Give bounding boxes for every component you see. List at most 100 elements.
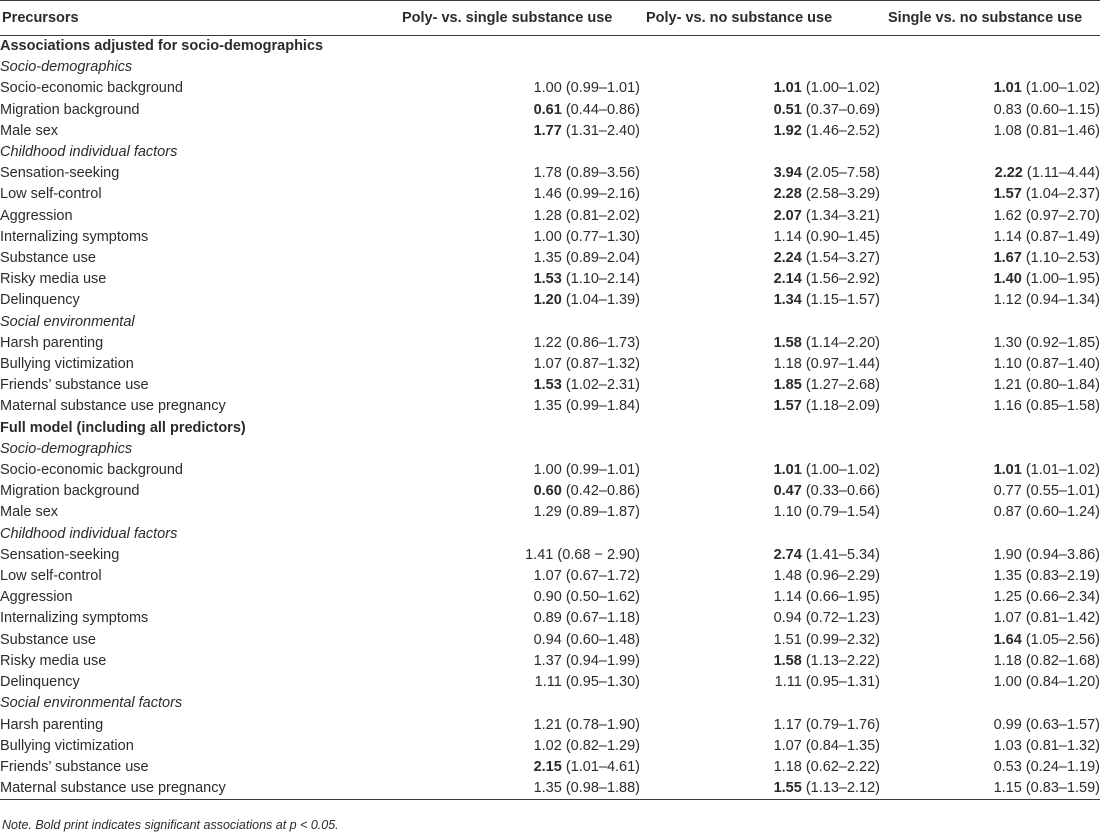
table-row: Low self-control 1.07 (0.67–1.72) 1.48 (0.… (0, 566, 1100, 587)
confidence-interval: (0.79–1.54) (805, 504, 880, 521)
odds-ratio-cell: 1.00 (0.99–1.01) (400, 460, 640, 481)
odds-ratio-estimate: 1.14 (773, 589, 802, 606)
table-row: Socio-economic background 1.00 (0.99–1.01… (0, 460, 1100, 481)
confidence-interval: (0.66–1.95) (805, 589, 880, 606)
odds-ratio-cell: 2.74 (1.41–5.34) (640, 545, 880, 566)
row-label: Risky media use (0, 271, 107, 288)
table-row: Aggression 0.90 (0.50–1.62) 1.14 (0.66–1.9… (0, 587, 1100, 608)
row-label: Delinquency (0, 674, 80, 691)
odds-ratio-estimate: 1.85 (773, 377, 802, 394)
confidence-interval: (0.86–1.73) (565, 334, 640, 351)
odds-ratio-estimate: 1.01 (993, 80, 1022, 97)
odds-ratio-cell: 0.47 (0.33–0.66) (640, 481, 880, 502)
odds-ratio-estimate: 0.77 (993, 483, 1022, 500)
odds-ratio-estimate: 1.07 (993, 610, 1022, 627)
odds-ratio-estimate: 1.21 (993, 377, 1022, 394)
confidence-interval: (1.13–2.12) (805, 780, 880, 797)
confidence-interval: (0.77–1.30) (565, 228, 640, 245)
odds-ratio-estimate: 1.03 (993, 737, 1022, 754)
odds-ratio-cell: 1.29 (0.89–1.87) (400, 502, 640, 523)
odds-ratio-cell: 1.14 (0.87–1.49) (880, 227, 1100, 248)
odds-ratio-cell: 1.58 (1.13–2.22) (640, 651, 880, 672)
odds-ratio-estimate: 1.58 (773, 652, 802, 669)
odds-ratio-estimate: 2.14 (773, 271, 802, 288)
table-row: Friends’ substance use 2.15 (1.01–4.61) 1.… (0, 757, 1100, 778)
confidence-interval: (0.60–1.15) (1025, 101, 1100, 118)
odds-ratio-estimate: 1.53 (533, 271, 562, 288)
subsection-row: Socio-demographics (0, 439, 1100, 460)
odds-ratio-cell: 1.00 (0.99–1.01) (400, 78, 640, 99)
row-label: Substance use (0, 250, 96, 267)
section-heading: Associations adjusted for socio-demograp… (0, 38, 324, 54)
odds-ratio-cell: 1.03 (0.81–1.32) (880, 736, 1100, 757)
confidence-interval: (1.00–1.95) (1025, 271, 1100, 288)
confidence-interval: (0.95–1.31) (805, 674, 880, 691)
confidence-interval: (0.99–2.16) (565, 186, 640, 203)
odds-ratio-cell: 1.14 (0.66–1.95) (640, 587, 880, 608)
row-label: Migration background (0, 483, 140, 500)
odds-ratio-estimate: 1.35 (533, 398, 562, 415)
odds-ratio-estimate: 1.11 (774, 674, 802, 691)
confidence-interval: (0.67–1.72) (565, 568, 640, 585)
odds-ratio-cell: 1.35 (0.99–1.84) (400, 396, 640, 417)
confidence-interval: (1.00–1.02) (1025, 80, 1100, 97)
confidence-interval: (1.11–4.44) (1026, 165, 1100, 182)
odds-ratio-estimate: 1.35 (533, 780, 562, 797)
odds-ratio-cell: 1.67 (1.10–2.53) (880, 248, 1100, 269)
odds-ratio-cell: 1.46 (0.99–2.16) (400, 184, 640, 205)
odds-ratio-cell: 0.61 (0.44–0.86) (400, 100, 640, 121)
odds-ratio-estimate: 1.18 (773, 356, 802, 373)
odds-ratio-cell: 1.20 (1.04–1.39) (400, 290, 640, 311)
header-single-vs-no: Single vs. no substance use (880, 0, 1100, 36)
odds-ratio-cell: 1.17 (0.79–1.76) (640, 715, 880, 736)
odds-ratio-cell: 1.62 (0.97–2.70) (880, 206, 1100, 227)
table-row: Aggression 1.28 (0.81–2.02) 2.07 (1.34–3.2… (0, 206, 1100, 227)
odds-ratio-estimate: 1.25 (993, 589, 1022, 606)
odds-ratio-cell: 1.18 (0.97–1.44) (640, 354, 880, 375)
subsection-row: Childhood individual factors (0, 142, 1100, 163)
table-body: Associations adjusted for socio-demograp… (0, 36, 1100, 801)
odds-ratio-estimate: 1.01 (773, 80, 802, 97)
confidence-interval: (1.41–5.34) (805, 546, 880, 563)
section-heading: Full model (including all predictors) (0, 419, 246, 436)
subsection-row: Childhood individual factors (0, 524, 1100, 545)
row-label: Male sex (0, 504, 59, 521)
confidence-interval: (0.37–0.69) (805, 101, 880, 118)
confidence-interval: (0.87–1.32) (565, 356, 640, 373)
table-row: Migration background 0.61 (0.44–0.86) 0.51… (0, 100, 1100, 121)
table-row: Maternal substance use pregnancy 1.35 (0.… (0, 778, 1100, 801)
confidence-interval: (0.87–1.40) (1025, 356, 1100, 373)
odds-ratio-cell: 1.57 (1.18–2.09) (640, 396, 880, 417)
odds-ratio-estimate: 1.00 (533, 462, 562, 479)
odds-ratio-cell: 1.78 (0.89–3.56) (400, 163, 640, 184)
odds-ratio-cell: 2.22 (1.11–4.44) (880, 163, 1100, 184)
confidence-interval: (0.55–1.01) (1025, 483, 1100, 500)
table-note: Note. Bold print indicates significant a… (2, 818, 339, 832)
odds-ratio-estimate: 1.48 (773, 568, 802, 585)
confidence-interval: (0.96–2.29) (805, 568, 880, 585)
odds-ratio-estimate: 1.62 (993, 207, 1022, 224)
odds-ratio-cell: 1.30 (0.92–1.85) (880, 333, 1100, 354)
confidence-interval: (1.00–1.02) (805, 80, 880, 97)
confidence-interval: (0.94–1.34) (1025, 292, 1100, 309)
odds-ratio-cell: 1.37 (0.94–1.99) (400, 651, 640, 672)
odds-ratio-cell: 1.18 (0.62–2.22) (640, 757, 880, 778)
table-row: Delinquency 1.20 (1.04–1.39) 1.34 (1.15–1.… (0, 290, 1100, 311)
odds-ratio-cell: 1.00 (0.84–1.20) (880, 672, 1100, 693)
confidence-interval: (1.10–2.53) (1025, 250, 1100, 267)
odds-ratio-estimate: 1.01 (773, 462, 802, 479)
odds-ratio-cell: 1.22 (0.86–1.73) (400, 333, 640, 354)
confidence-interval: (1.10–2.14) (565, 271, 640, 288)
table-row: Sensation-seeking 1.41 (0.68 − 2.90) 2.74 … (0, 545, 1100, 566)
odds-ratio-cell: 1.01 (1.00–1.02) (640, 460, 880, 481)
confidence-interval: (0.33–0.66) (805, 483, 880, 500)
odds-ratio-cell: 1.57 (1.04–2.37) (880, 184, 1100, 205)
odds-ratio-estimate: 1.02 (533, 737, 562, 754)
odds-ratio-cell: 1.11 (0.95–1.30) (400, 672, 640, 693)
odds-ratio-estimate: 1.07 (533, 356, 562, 373)
confidence-interval: (0.98–1.88) (565, 780, 640, 797)
odds-ratio-cell: 1.10 (0.87–1.40) (880, 354, 1100, 375)
odds-ratio-estimate: 1.00 (533, 80, 562, 97)
confidence-interval: (0.80–1.84) (1025, 377, 1100, 394)
subsection-heading: Childhood individual factors (0, 525, 178, 542)
